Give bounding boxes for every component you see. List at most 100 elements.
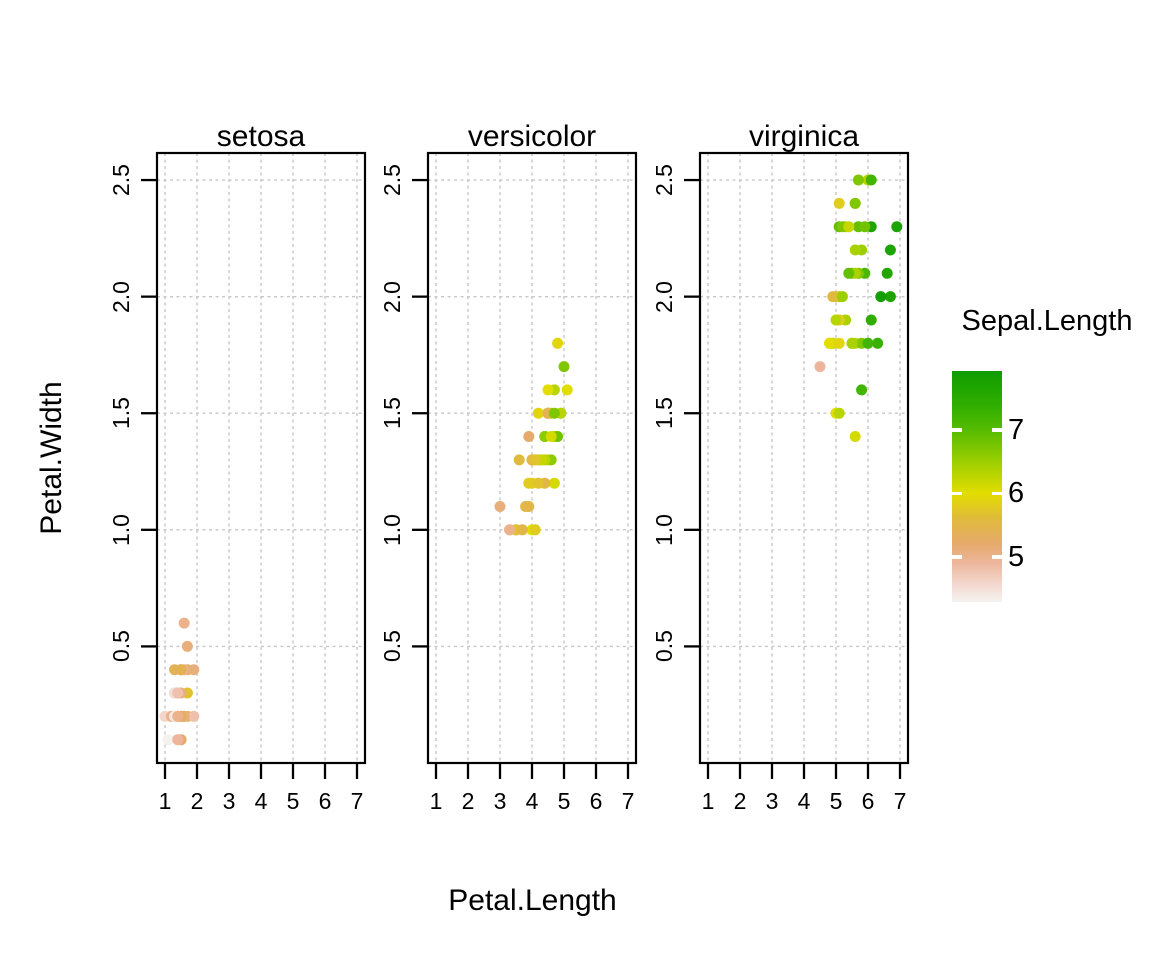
data-point xyxy=(833,197,845,209)
data-point xyxy=(884,244,896,256)
legend-title: Sepal.Length xyxy=(961,305,1133,337)
data-point xyxy=(881,267,893,279)
legend-tick-dash xyxy=(952,428,962,432)
legend-tick-dash xyxy=(952,555,962,559)
panel-versicolor xyxy=(412,151,638,779)
data-point xyxy=(846,337,858,349)
legend-tick-label: 6 xyxy=(1008,477,1025,510)
y-tick-label: 1.5 xyxy=(651,397,677,430)
data-point xyxy=(891,221,903,233)
y-tick-label: 2.0 xyxy=(379,280,405,313)
legend-tick-dash xyxy=(992,555,1002,559)
x-tick-label: 3 xyxy=(493,788,507,814)
y-tick-label: 2.0 xyxy=(108,280,134,313)
data-point xyxy=(520,501,532,512)
data-point xyxy=(843,267,855,279)
y-tick-label: 1.0 xyxy=(379,513,405,546)
x-tick-label: 7 xyxy=(350,788,364,814)
data-point xyxy=(884,291,896,303)
x-tick-label: 1 xyxy=(158,788,172,814)
data-point xyxy=(188,664,200,676)
y-tick-label: 2.5 xyxy=(108,164,134,197)
x-tick-label: 7 xyxy=(621,788,635,814)
legend-tick-label: 5 xyxy=(1008,540,1025,573)
x-tick-label: 3 xyxy=(222,788,236,814)
x-tick-label: 2 xyxy=(461,788,475,814)
y-tick-label: 2.5 xyxy=(651,164,677,197)
data-point xyxy=(856,384,868,396)
x-tick-label: 2 xyxy=(733,788,747,814)
data-point xyxy=(865,314,877,326)
y-tick-label: 1.5 xyxy=(108,397,134,430)
x-tick-label: 1 xyxy=(701,788,715,814)
data-point xyxy=(833,337,845,349)
data-point xyxy=(561,384,573,396)
y-tick-label: 0.5 xyxy=(379,630,405,663)
data-point xyxy=(532,477,544,489)
data-point xyxy=(548,477,560,489)
data-point xyxy=(172,687,184,699)
x-tick-label: 5 xyxy=(557,788,571,814)
y-tick-label: 1.5 xyxy=(379,397,405,430)
x-tick-label: 4 xyxy=(254,788,268,814)
x-tick-label: 4 xyxy=(525,788,539,814)
y-tick-label: 2.0 xyxy=(651,280,677,313)
data-point xyxy=(852,174,864,186)
legend-tick-dash xyxy=(952,491,962,496)
data-point xyxy=(862,337,874,349)
data-point xyxy=(830,314,842,326)
data-point xyxy=(843,221,855,233)
panel-border xyxy=(698,151,910,765)
y-tick-label: 1.0 xyxy=(651,513,677,546)
panel-virginica xyxy=(684,151,910,779)
data-point xyxy=(178,617,190,629)
data-point xyxy=(859,221,871,233)
data-point xyxy=(849,197,861,209)
data-point xyxy=(875,291,887,303)
y-tick-label: 2.5 xyxy=(379,164,405,197)
panel-border xyxy=(426,151,638,765)
y-tick-label: 1.0 xyxy=(108,513,134,546)
data-point xyxy=(849,244,861,256)
data-point xyxy=(513,454,525,466)
data-point xyxy=(532,407,544,419)
data-point xyxy=(865,174,877,186)
y-tick-label: 0.5 xyxy=(651,630,677,663)
panel-setosa xyxy=(141,151,367,779)
data-point xyxy=(833,407,845,419)
data-point xyxy=(181,640,193,652)
data-point xyxy=(494,501,506,512)
legend-tick-dash xyxy=(992,428,1002,432)
data-point xyxy=(827,291,839,303)
x-tick-label: 6 xyxy=(861,788,875,814)
legend-tick-label: 7 xyxy=(1008,414,1025,447)
data-point xyxy=(552,337,564,349)
data-point xyxy=(529,524,541,536)
data-point xyxy=(516,524,528,536)
x-tick-label: 2 xyxy=(190,788,204,814)
facet-title-setosa: setosa xyxy=(216,120,306,153)
data-point xyxy=(824,337,836,349)
data-point xyxy=(529,454,541,466)
data-point xyxy=(523,431,535,442)
x-tick-label: 6 xyxy=(589,788,603,814)
data-point xyxy=(172,710,184,722)
x-axis-title: Petal.Length xyxy=(448,884,617,917)
data-point xyxy=(548,407,560,419)
data-point xyxy=(172,734,184,746)
facet-title-virginica: virginica xyxy=(748,120,860,153)
y-axis-title: Petal.Width xyxy=(35,381,68,535)
panel-border xyxy=(155,151,367,765)
data-point xyxy=(545,431,557,442)
data-point xyxy=(558,361,570,373)
x-tick-label: 1 xyxy=(429,788,443,814)
x-tick-label: 7 xyxy=(893,788,907,814)
data-point xyxy=(872,337,884,349)
data-point xyxy=(162,734,174,746)
data-point xyxy=(504,524,516,536)
y-tick-label: 0.5 xyxy=(108,630,134,663)
data-point xyxy=(188,710,200,722)
x-tick-label: 5 xyxy=(829,788,843,814)
x-tick-label: 4 xyxy=(797,788,811,814)
